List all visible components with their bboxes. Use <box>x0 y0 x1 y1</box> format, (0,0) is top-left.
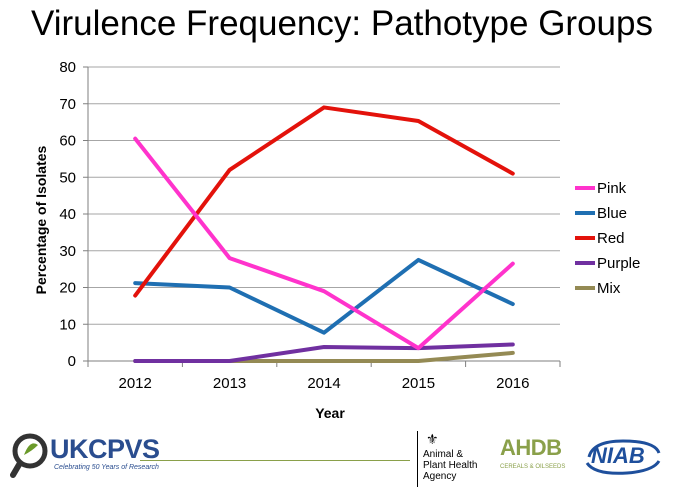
apha-name: Animal & Plant Health Agency <box>423 449 478 482</box>
x-tick-label: 2013 <box>213 375 246 392</box>
line-chart: 0 10 20 30 40 50 60 70 80 2012 2013 2014 2015 2016 Pi… <box>33 59 640 421</box>
legend: Pink Blue Red Purple Mix <box>575 180 640 297</box>
royal-crest-icon: ⚜ <box>426 431 439 447</box>
niab-name: NIAB <box>591 443 645 468</box>
legend-label-pink: Pink <box>597 180 627 197</box>
y-tick-label: 10 <box>59 316 76 333</box>
apha-logo: ⚜ Animal & Plant Health Agency <box>417 431 503 487</box>
ahdb-tagline: CEREALS & OILSEEDS <box>500 464 566 470</box>
y-tick-label: 20 <box>59 280 76 297</box>
footer-divider <box>140 460 410 461</box>
legend-label-blue: Blue <box>597 205 627 222</box>
series-line-pink <box>133 136 515 351</box>
ukcpvs-logo: UKCPVS Celebrating 50 Years of Research <box>10 431 160 481</box>
footer-logos: UKCPVS Celebrating 50 Years of Research … <box>0 425 684 492</box>
series-line-purple <box>133 342 515 363</box>
y-tick-label: 30 <box>59 243 76 260</box>
niab-swoosh-icon <box>585 439 661 475</box>
x-tick-label: 2016 <box>496 375 529 392</box>
y-axis-title: Percentage of Isolates <box>33 145 49 294</box>
niab-logo: NIAB <box>583 437 663 477</box>
x-tick-label: 2015 <box>402 375 435 392</box>
legend-label-purple: Purple <box>597 255 640 272</box>
y-tick-label: 80 <box>59 59 76 76</box>
y-tick-label: 60 <box>59 133 76 150</box>
series-lines <box>133 105 515 363</box>
y-tick-label: 70 <box>59 96 76 113</box>
x-axis-title: Year <box>315 405 345 421</box>
x-tick-label: 2014 <box>307 375 340 392</box>
y-tick-label: 0 <box>68 353 76 370</box>
series-line-red <box>133 105 515 298</box>
ahdb-logo: AHDB CEREALS & OILSEEDS <box>500 435 570 485</box>
magnifier-leaf-icon <box>10 433 48 478</box>
slide-title: Virulence Frequency: Pathotype Groups <box>31 4 653 43</box>
legend-label-red: Red <box>597 230 625 247</box>
ahdb-name: AHDB <box>500 435 562 460</box>
ukcpvs-name: UKCPVS <box>50 434 160 464</box>
y-tick-label: 50 <box>59 169 76 186</box>
axes: 0 10 20 30 40 50 60 70 80 2012 2013 2014 2015 2016 <box>59 59 561 392</box>
x-tick-label: 2012 <box>119 375 152 392</box>
series-line-blue <box>133 257 515 335</box>
ukcpvs-tagline: Celebrating 50 Years of Research <box>54 464 159 471</box>
legend-label-mix: Mix <box>597 280 621 297</box>
y-tick-label: 40 <box>59 206 76 223</box>
